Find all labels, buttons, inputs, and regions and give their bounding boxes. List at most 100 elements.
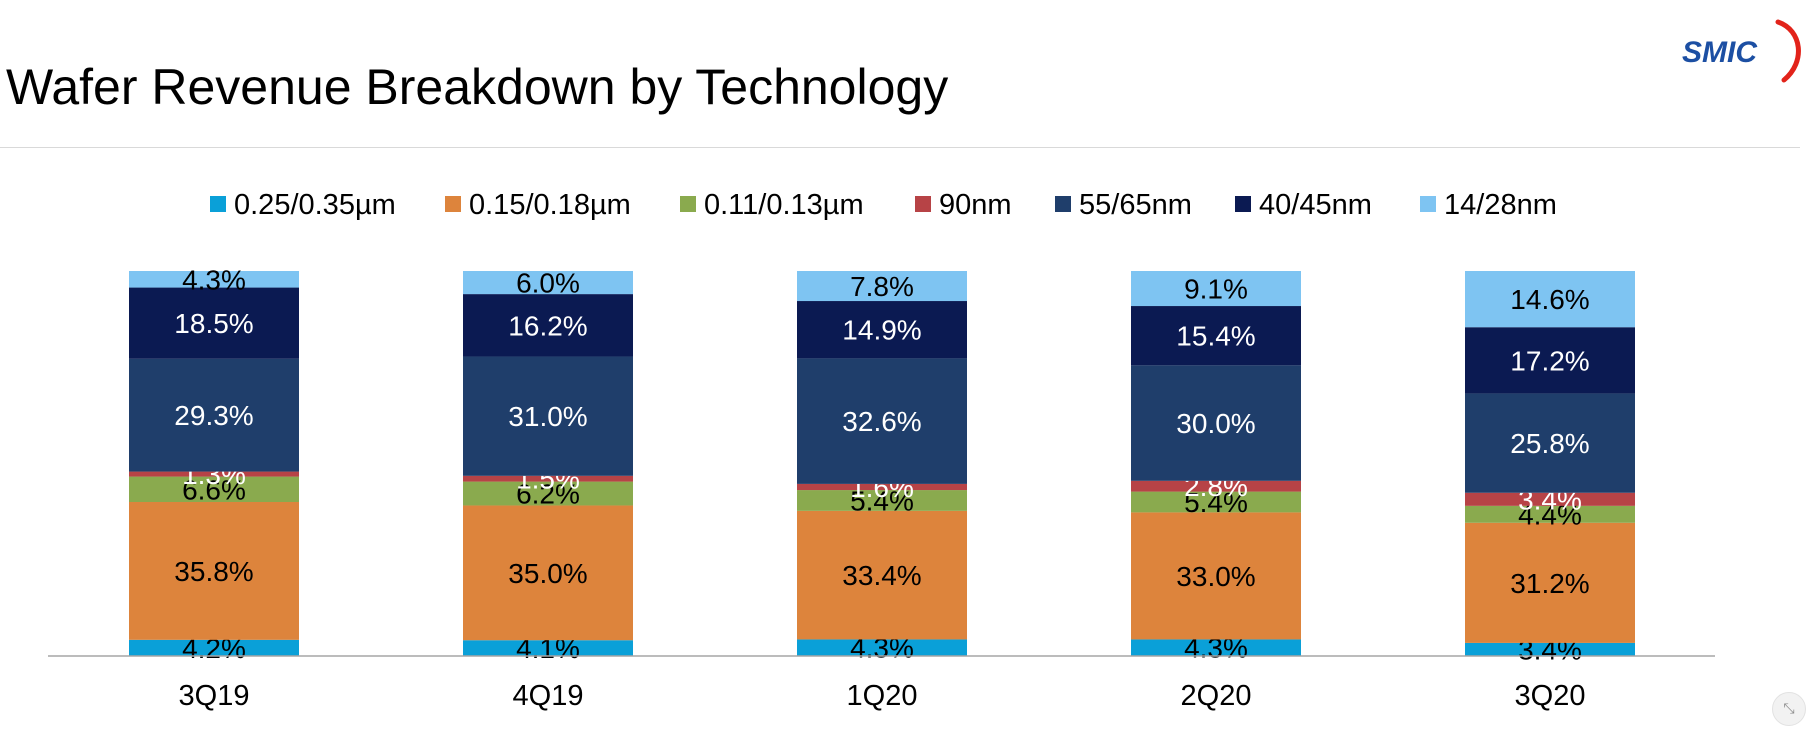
bar-segment-0-11-0-13-m: [1131, 491, 1301, 513]
bar-segment-55-65nm: [1131, 365, 1301, 481]
bar-segment-90nm: [129, 471, 299, 477]
data-label: 31.0%: [508, 401, 587, 432]
data-label: 17.2%: [1510, 345, 1589, 376]
bar-segment-90nm: [1465, 492, 1635, 506]
legend-label: 0.25/0.35µm: [234, 189, 396, 221]
legend-label: 14/28nm: [1444, 189, 1557, 221]
data-label: 5.4%: [1184, 487, 1248, 518]
logo-text: SMIC: [1682, 36, 1758, 69]
bar-segment-55-65nm: [1465, 393, 1635, 493]
legend-item-55-65nm: 55/65nm: [1055, 189, 1192, 221]
data-label: 4.3%: [182, 264, 246, 295]
bar-segment-40-45nm: [129, 287, 299, 359]
legend-swatch: [680, 196, 696, 212]
data-label: 6.2%: [516, 479, 580, 510]
data-label: 33.0%: [1176, 561, 1255, 592]
bar-segment-0-11-0-13-m: [463, 481, 633, 506]
bar-segment-14-28nm: [463, 271, 633, 295]
data-label: 9.1%: [1184, 274, 1248, 305]
bar-segment-90nm: [1131, 480, 1301, 492]
data-label: 25.8%: [1510, 428, 1589, 459]
bar-segment-14-28nm: [1465, 271, 1635, 328]
legend-item-40-45nm: 40/45nm: [1235, 189, 1372, 221]
bar-segment-40-45nm: [1465, 327, 1635, 394]
bar-stack-3q20: 3.4%31.2%4.4%3.4%25.8%17.2%14.6%: [1465, 271, 1635, 665]
bar-segment-90nm: [463, 475, 633, 482]
legend-label: 90nm: [939, 189, 1012, 221]
legend-label: 40/45nm: [1259, 189, 1372, 221]
legend-swatch: [1235, 196, 1251, 212]
bar-segment-0-15-0-18-m: [1465, 522, 1635, 643]
bar-segment-55-65nm: [463, 356, 633, 476]
smic-logo: SMIC: [1660, 14, 1810, 88]
bar-segment-40-45nm: [797, 301, 967, 359]
page-title: Wafer Revenue Breakdown by Technology: [6, 59, 949, 115]
bar-segment-0-15-0-18-m: [129, 502, 299, 640]
data-label: 7.8%: [850, 271, 914, 302]
bar-stack-3q19: 4.2%35.8%6.6%1.3%29.3%18.5%4.3%: [129, 264, 299, 664]
legend-swatch: [1420, 196, 1436, 212]
x-tick-label: 4Q19: [513, 680, 584, 712]
data-label: 15.4%: [1176, 321, 1255, 352]
x-axis-tick-labels: 3Q19 4Q19 1Q20 2Q20 3Q20: [179, 680, 1586, 712]
bars: 4.2%35.8%6.6%1.3%29.3%18.5%4.3%4.1%35.0%…: [129, 264, 1635, 665]
bar-segment-0-11-0-13-m: [1465, 505, 1635, 523]
collapse-button[interactable]: ⤡: [1772, 692, 1806, 726]
bar-segment-55-65nm: [797, 358, 967, 484]
data-label: 29.3%: [174, 400, 253, 431]
bar-stack-4q19: 4.1%35.0%6.2%1.5%31.0%16.2%6.0%: [463, 268, 633, 664]
bar-segment-0-11-0-13-m: [129, 476, 299, 502]
bar-segment-14-28nm: [129, 271, 299, 288]
bar-segment-40-45nm: [463, 294, 633, 357]
legend-item-14-28nm: 14/28nm: [1420, 189, 1557, 221]
bar-segment-90nm: [797, 483, 967, 491]
x-tick-label: 2Q20: [1181, 680, 1252, 712]
data-label: 16.2%: [508, 310, 587, 341]
bar-segment-0-25-0-35-m: [463, 640, 633, 656]
bar-segment-40-45nm: [1131, 306, 1301, 366]
x-tick-label: 3Q20: [1515, 680, 1586, 712]
data-label: 6.6%: [182, 474, 246, 505]
legend-swatch: [915, 196, 931, 212]
data-label: 5.4%: [850, 485, 914, 516]
data-label: 14.6%: [1510, 284, 1589, 315]
bar-segment-0-11-0-13-m: [797, 490, 967, 511]
legend-item-90nm: 90nm: [915, 189, 1012, 221]
bar-segment-0-25-0-35-m: [129, 639, 299, 656]
bar-stack-2q20: 4.3%33.0%5.4%2.8%30.0%15.4%9.1%: [1131, 271, 1301, 664]
data-label: 31.2%: [1510, 568, 1589, 599]
legend-item-0-11-0-13-m: 0.11/0.13µm: [680, 189, 864, 221]
legend-swatch: [210, 196, 226, 212]
collapse-icon: ⤡: [1783, 701, 1795, 717]
data-label: 14.9%: [842, 315, 921, 346]
legend-item-0-15-0-18-m: 0.15/0.18µm: [445, 189, 631, 221]
bar-segment-0-25-0-35-m: [1465, 642, 1635, 656]
legend-swatch: [1055, 196, 1071, 212]
data-label: 33.4%: [842, 560, 921, 591]
x-tick-label: 3Q19: [179, 680, 250, 712]
bar-segment-14-28nm: [797, 271, 967, 302]
bar-segment-0-15-0-18-m: [1131, 512, 1301, 640]
legend: 0.25/0.35µm 0.15/0.18µm 0.11/0.13µm 90nm 55/…: [210, 189, 1557, 221]
data-label: 35.8%: [174, 556, 253, 587]
legend-label: 0.15/0.18µm: [469, 189, 631, 221]
bar-segment-0-25-0-35-m: [797, 639, 967, 656]
x-tick-label: 1Q20: [847, 680, 918, 712]
smic-logo-icon: SMIC: [1682, 19, 1801, 83]
bar-segment-0-15-0-18-m: [797, 510, 967, 640]
data-label: 35.0%: [508, 558, 587, 589]
legend-label: 55/65nm: [1079, 189, 1192, 221]
data-label: 18.5%: [174, 308, 253, 339]
legend-item-0-25-0-35-m: 0.25/0.35µm: [210, 189, 396, 221]
bar-segment-55-65nm: [129, 358, 299, 472]
data-label: 30.0%: [1176, 408, 1255, 439]
bar-segment-0-15-0-18-m: [463, 505, 633, 641]
data-label: 6.0%: [516, 268, 580, 299]
title-divider: [0, 147, 1800, 148]
bar-stack-1q20: 4.3%33.4%5.4%1.6%32.6%14.9%7.8%: [797, 271, 967, 664]
legend-swatch: [445, 196, 461, 212]
bar-segment-0-25-0-35-m: [1131, 639, 1301, 656]
data-label: 32.6%: [842, 406, 921, 437]
bar-segment-14-28nm: [1131, 271, 1301, 307]
